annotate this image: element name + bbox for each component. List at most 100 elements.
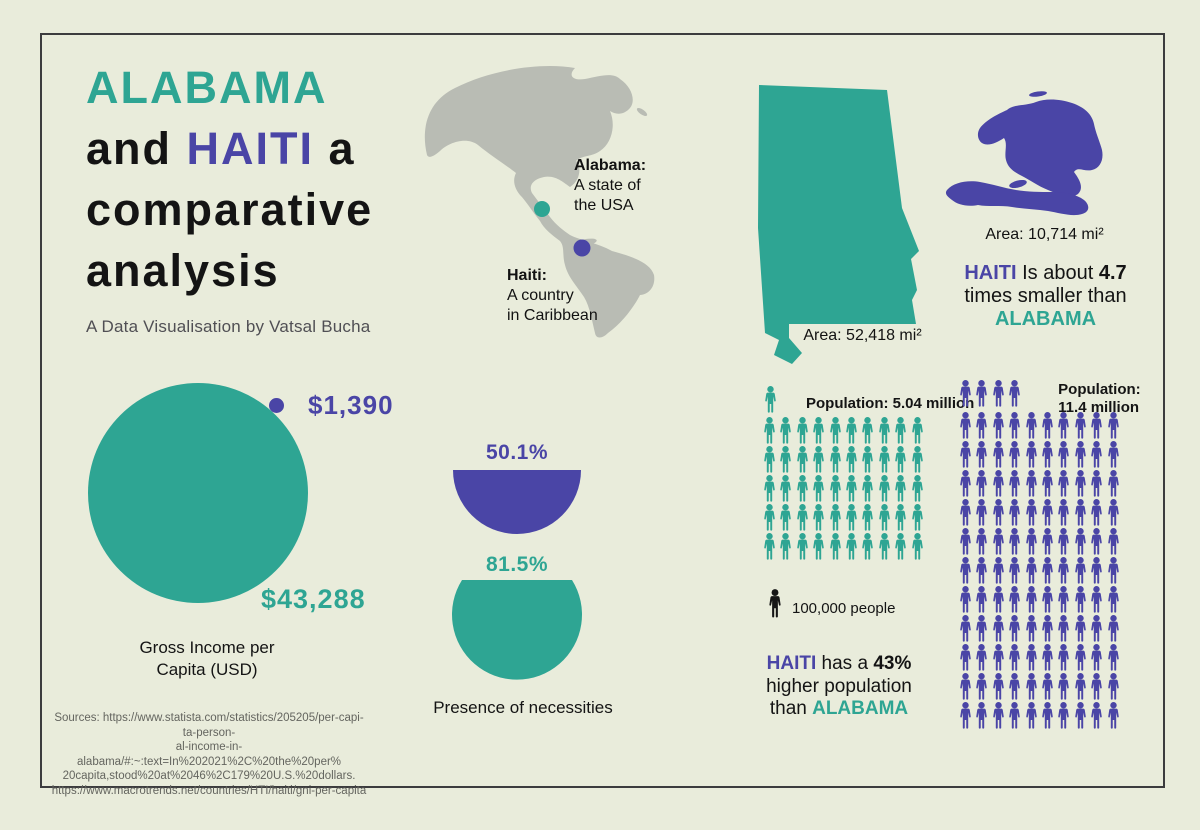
person-icon — [1074, 499, 1086, 526]
haiti-map-label-line2: in Caribbean — [507, 307, 598, 324]
note-haiti: HAITI — [964, 262, 1017, 284]
person-icon — [797, 417, 808, 444]
person-icon — [1025, 470, 1037, 497]
title-haiti: HAITI — [186, 123, 315, 174]
person-icon — [1025, 644, 1037, 671]
haiti-income-bubble — [269, 398, 284, 413]
person-icon — [1074, 586, 1086, 613]
alabama-population-grid — [762, 417, 925, 562]
pop-note-mid: has a — [816, 653, 874, 674]
pop-note-alabama: ALABAMA — [812, 698, 909, 719]
alabama-necessities-segment — [452, 580, 582, 680]
pictogram-row — [958, 644, 1121, 671]
person-icon — [846, 504, 857, 531]
person-icon — [1074, 702, 1086, 729]
person-icon — [960, 499, 971, 526]
person-icon — [1042, 441, 1053, 468]
person-icon — [1025, 557, 1037, 584]
person-icon — [780, 533, 792, 560]
haiti-necessities-pct: 50.1% — [485, 441, 549, 464]
person-icon — [1074, 644, 1086, 671]
haiti-necessities-segment — [453, 470, 581, 534]
income-label-line2: Capita (USD) — [156, 659, 258, 679]
person-icon — [1025, 615, 1037, 642]
person-icon — [1042, 702, 1053, 729]
byline: A Data Visualisation by Vatsal Bucha — [86, 317, 371, 336]
person-icon — [960, 615, 971, 642]
person-icon — [1074, 470, 1086, 497]
person-icon — [1107, 441, 1119, 468]
person-icon — [1091, 528, 1102, 555]
note-alabama: ALABAMA — [994, 308, 1097, 330]
person-icon — [1091, 441, 1102, 468]
person-icon — [1042, 470, 1053, 497]
person-icon — [1058, 470, 1070, 497]
person-icon — [1025, 499, 1037, 526]
person-icon — [993, 586, 1004, 613]
person-icon — [993, 441, 1004, 468]
person-icon — [1058, 528, 1070, 555]
pictogram-row — [762, 504, 925, 531]
americas-map — [424, 66, 655, 338]
person-icon — [1058, 673, 1070, 700]
person-icon — [1009, 615, 1020, 642]
person-icon — [895, 533, 906, 560]
person-icon — [1107, 644, 1119, 671]
person-icon — [1009, 586, 1020, 613]
person-icon — [960, 470, 971, 497]
haiti-map-label-line1: A country — [507, 287, 574, 304]
person-icon — [764, 533, 775, 560]
note-value: 4.7 — [1098, 262, 1127, 284]
americas-silhouette — [424, 66, 655, 338]
person-icon — [1091, 499, 1102, 526]
alabama-population-lead-icons — [763, 386, 778, 413]
person-icon — [960, 673, 971, 700]
pictogram-row — [762, 533, 925, 560]
person-icon — [1009, 557, 1020, 584]
person-icon — [993, 528, 1004, 555]
person-icon — [1042, 499, 1053, 526]
person-icon — [960, 441, 971, 468]
person-icon — [1042, 528, 1053, 555]
pictogram-row — [958, 528, 1121, 555]
haiti-country-shape — [945, 91, 1103, 216]
person-icon — [1058, 557, 1070, 584]
population-note: HAITI has a 43% higher population than A… — [750, 653, 928, 721]
person-icon — [976, 528, 988, 555]
income-chart-label: Gross Income per Capita (USD) — [117, 637, 297, 680]
person-icon — [1107, 499, 1119, 526]
person-icon — [813, 475, 824, 502]
pictogram-row — [958, 586, 1121, 613]
person-icon — [764, 417, 775, 444]
person-icon — [976, 557, 988, 584]
pictogram-row — [958, 557, 1121, 584]
alabama-population-header: Population: 5.04 million — [763, 386, 974, 413]
person-icon — [1009, 441, 1020, 468]
person-icon — [960, 380, 971, 407]
alabama-necessities-pct: 81.5% — [485, 553, 549, 576]
pictogram-row — [958, 470, 1121, 497]
person-icon — [1107, 702, 1119, 729]
person-icon — [1009, 528, 1020, 555]
person-icon — [829, 533, 841, 560]
person-icon — [1107, 470, 1119, 497]
haiti-income-value: $1,390 — [308, 390, 394, 420]
person-icon — [1009, 702, 1020, 729]
pictogram-row — [958, 412, 1121, 439]
person-icon — [1025, 702, 1037, 729]
haiti-population-label-line1: Population: — [1058, 381, 1141, 398]
title-a: a — [314, 123, 356, 174]
title-and: and — [86, 123, 187, 174]
sources-line1: Sources: https://www.statista.com/statis… — [54, 712, 364, 724]
sources-line2: ta-person- — [182, 726, 236, 739]
person-icon — [1058, 441, 1070, 468]
person-icon — [1025, 441, 1037, 468]
person-icon — [1107, 557, 1119, 584]
person-icon — [911, 417, 923, 444]
person-icon — [862, 533, 874, 560]
person-icon — [1074, 615, 1086, 642]
person-icon — [895, 504, 906, 531]
title-comparative: comparative — [86, 184, 374, 235]
person-icon — [960, 586, 971, 613]
sources-line5: https://www.macrotrends.net/countries/HT… — [51, 784, 367, 797]
